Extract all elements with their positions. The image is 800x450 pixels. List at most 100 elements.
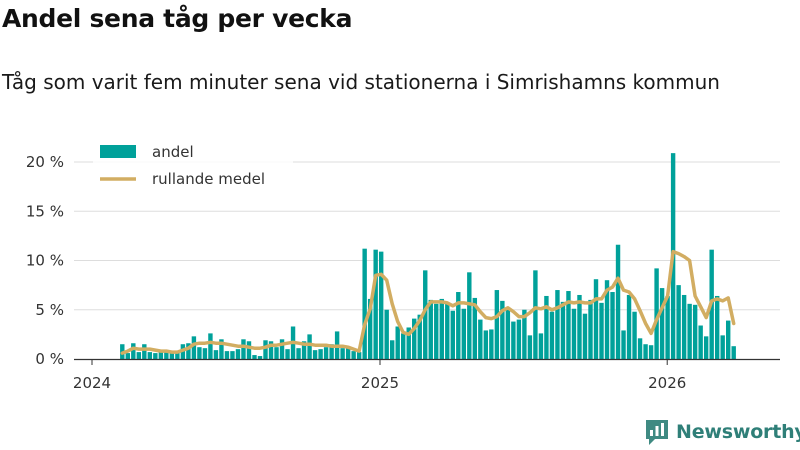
bar	[714, 295, 720, 359]
bar	[450, 310, 455, 359]
legend-swatch-andel	[100, 145, 136, 158]
y-tick-label: 15 %	[26, 202, 64, 220]
bar	[577, 294, 582, 359]
bar	[621, 330, 626, 359]
bar	[285, 349, 290, 359]
rolling-mean-line	[120, 249, 736, 355]
bar	[307, 334, 312, 359]
bar	[367, 298, 373, 359]
bar	[158, 351, 164, 359]
legend-label-andel: andel	[152, 143, 194, 161]
bar	[329, 344, 334, 359]
bar	[665, 295, 670, 359]
bar	[202, 348, 208, 359]
bar	[230, 351, 235, 359]
bar	[494, 290, 500, 359]
newsworthy-logo-icon	[646, 420, 668, 445]
bar	[395, 326, 400, 359]
bar	[186, 343, 191, 359]
bar	[654, 268, 659, 359]
bar	[373, 249, 378, 359]
bar	[252, 355, 257, 359]
bar	[610, 292, 615, 359]
bar	[489, 329, 494, 359]
bar	[412, 318, 417, 359]
bar	[544, 295, 549, 359]
bar	[698, 325, 703, 359]
bar	[136, 352, 142, 359]
x-tick-label: 2025	[361, 374, 399, 392]
y-tick-label: 0 %	[35, 350, 64, 368]
bar	[676, 285, 681, 359]
bar	[197, 347, 202, 359]
legend-label-rullande-medel: rullande medel	[152, 170, 265, 188]
bar	[522, 309, 527, 359]
bar	[720, 335, 725, 359]
bar	[478, 319, 483, 359]
bar	[555, 290, 560, 359]
bar	[279, 339, 285, 359]
bar	[345, 347, 351, 359]
bar	[263, 340, 268, 359]
bar	[483, 330, 489, 359]
bar	[389, 340, 395, 359]
bar	[643, 344, 648, 359]
bar	[351, 351, 356, 359]
brand-name: Newsworthy	[676, 421, 800, 443]
bar	[175, 351, 180, 359]
x-tick-label: 2026	[648, 374, 686, 392]
bar	[340, 348, 345, 359]
bar	[731, 346, 736, 359]
bar	[362, 248, 367, 359]
bar	[423, 270, 428, 359]
line-series	[120, 249, 736, 355]
bar	[439, 298, 444, 359]
bar	[588, 299, 593, 359]
y-tick-label: 5 %	[35, 301, 64, 319]
bar-series	[120, 153, 736, 359]
bar	[632, 311, 637, 359]
bar	[406, 327, 411, 359]
chart-title: Andel sena tåg per vecka	[2, 4, 353, 33]
bar	[467, 272, 472, 359]
bar	[461, 308, 467, 359]
y-tick-label: 20 %	[26, 153, 64, 171]
bar	[604, 280, 610, 359]
bar	[296, 348, 301, 359]
bar	[384, 309, 389, 359]
bar	[659, 288, 665, 359]
bar	[626, 294, 632, 359]
bar	[147, 352, 153, 359]
bar	[505, 309, 511, 359]
bar	[235, 349, 241, 359]
bar	[571, 308, 577, 359]
brand: Newsworthy	[644, 418, 800, 446]
chart-subtitle: Tåg som varit fem minuter sena vid stati…	[2, 70, 720, 94]
bar	[725, 320, 731, 359]
bar	[582, 313, 588, 359]
bar	[434, 303, 439, 359]
bar	[599, 302, 604, 359]
bar	[378, 251, 384, 359]
bar	[169, 353, 175, 359]
bar	[566, 291, 571, 359]
bar	[511, 321, 516, 359]
bar	[472, 297, 478, 359]
bar	[692, 304, 698, 359]
legend: andel rullande medel	[93, 138, 293, 196]
bar	[164, 352, 169, 359]
bar	[301, 341, 307, 359]
bar	[687, 303, 692, 359]
bar	[538, 333, 544, 359]
bar	[131, 343, 136, 359]
bar	[312, 350, 318, 359]
bar	[318, 349, 323, 359]
bar	[456, 292, 461, 359]
bar	[445, 302, 450, 359]
bar	[500, 300, 505, 359]
bar	[527, 335, 533, 359]
bar	[356, 352, 362, 359]
bar	[153, 353, 158, 359]
bar	[549, 311, 555, 359]
